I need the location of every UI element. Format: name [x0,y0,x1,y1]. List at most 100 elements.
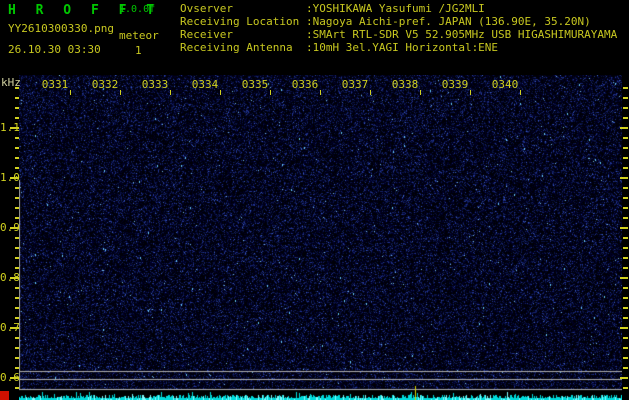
freq-tick-right [623,107,628,109]
info-row-receiver: Receiver :SMArt RTL-SDR V5 52.905MHz USB… [180,28,617,41]
time-axis-label: 0337 [341,78,369,91]
freq-tick-left [10,127,19,129]
freq-tick-left [15,297,19,299]
freq-tick-left [15,237,19,239]
time-tick [270,90,271,95]
freq-tick-left [15,347,19,349]
freq-tick-right [623,137,628,139]
time-tick [370,90,371,95]
time-axis-label: 0336 [291,78,319,91]
freq-tick-left [15,387,19,389]
freq-tick-right [623,367,628,369]
freq-tick-left [15,117,19,119]
info-value: :Nagoya Aichi-pref. JAPAN (136.90E, 35.2… [306,15,591,28]
freq-tick-left [15,87,19,89]
freq-tick-left [15,267,19,269]
time-axis-label: 0332 [91,78,119,91]
freq-tick-right [623,237,628,239]
freq-tick-right [620,327,628,329]
freq-tick-left [15,287,19,289]
freq-tick-right [623,167,628,169]
freq-axis-label: 0.8 [0,271,20,284]
time-tick [320,90,321,95]
freq-axis-label: 1.0 [0,171,20,184]
freq-tick-right [620,277,628,279]
freq-axis-unit: kHz [1,76,21,89]
freq-tick-right [623,257,628,259]
freq-tick-left [15,207,19,209]
freq-tick-right [623,307,628,309]
freq-tick-left [10,227,19,229]
freq-tick-right [623,287,628,289]
time-tick [520,90,521,95]
time-axis-label: 0331 [41,78,69,91]
freq-tick-left [15,337,19,339]
freq-tick-left [15,97,19,99]
freq-tick-right [623,317,628,319]
info-label: Receiving Antenna [180,41,293,54]
freq-tick-left [10,327,19,329]
freq-tick-right [620,127,628,129]
freq-tick-left [15,307,19,309]
freq-tick-right [620,227,628,229]
freq-tick-left [15,317,19,319]
time-axis-label: 0334 [191,78,219,91]
freq-tick-right [623,147,628,149]
info-row-observer: Ovserver :YOSHIKAWA Yasufumi /JG2MLI [180,2,617,15]
freq-tick-right [623,387,628,389]
freq-tick-right [623,247,628,249]
spectrogram-canvas [19,75,622,400]
time-tick [220,90,221,95]
app-version: 1.0.0f [119,4,156,15]
time-tick [420,90,421,95]
freq-tick-left [15,197,19,199]
time-tick [470,90,471,95]
freq-tick-right [623,157,628,159]
info-value: :SMArt RTL-SDR V5 52.905MHz USB HIGASHIM… [306,28,618,41]
freq-tick-right [623,197,628,199]
freq-tick-left [15,187,19,189]
level-scale-marker [0,391,9,400]
freq-tick-left [10,377,19,379]
freq-tick-left [10,277,19,279]
freq-tick-right [623,347,628,349]
info-label: Ovserver [180,2,233,15]
info-value: :YOSHIKAWA Yasufumi /JG2MLI [306,2,485,15]
freq-tick-left [10,177,19,179]
freq-tick-left [15,167,19,169]
time-tick [120,90,121,95]
freq-tick-right [623,217,628,219]
info-label: Receiver [180,28,233,41]
freq-tick-left [15,157,19,159]
freq-axis-label: 0.7 [0,321,20,334]
freq-axis-label: 0.9 [0,221,20,234]
freq-tick-right [623,207,628,209]
output-filename: YY2610300330.png [8,22,114,35]
time-axis-label: 0335 [241,78,269,91]
time-axis-label: 0338 [391,78,419,91]
app-title: H R O F F T [8,3,161,18]
freq-tick-left [15,357,19,359]
echo-count: 1 [135,44,142,57]
freq-tick-right [623,267,628,269]
observation-timestamp: 26.10.30 03:30 [8,43,101,56]
freq-tick-left [15,147,19,149]
freq-tick-left [15,137,19,139]
freq-tick-right [623,337,628,339]
info-label: Receiving Location [180,15,300,28]
info-row-antenna: Receiving Antenna :10mH 3el.YAGI Horizon… [180,41,617,54]
freq-tick-left [15,107,19,109]
freq-tick-right [623,357,628,359]
time-axis-label: 0339 [441,78,469,91]
observer-info-panel: Ovserver :YOSHIKAWA Yasufumi /JG2MLI Rec… [180,2,617,54]
freq-axis-label: 1.1 [0,121,20,134]
time-tick [70,90,71,95]
freq-tick-right [623,117,628,119]
time-tick [170,90,171,95]
time-axis-label: 0340 [491,78,519,91]
info-value: :10mH 3el.YAGI Horizontal:ENE [306,41,499,54]
time-axis-label: 0333 [141,78,169,91]
freq-tick-right [623,87,628,89]
info-row-location: Receiving Location :Nagoya Aichi-pref. J… [180,15,617,28]
